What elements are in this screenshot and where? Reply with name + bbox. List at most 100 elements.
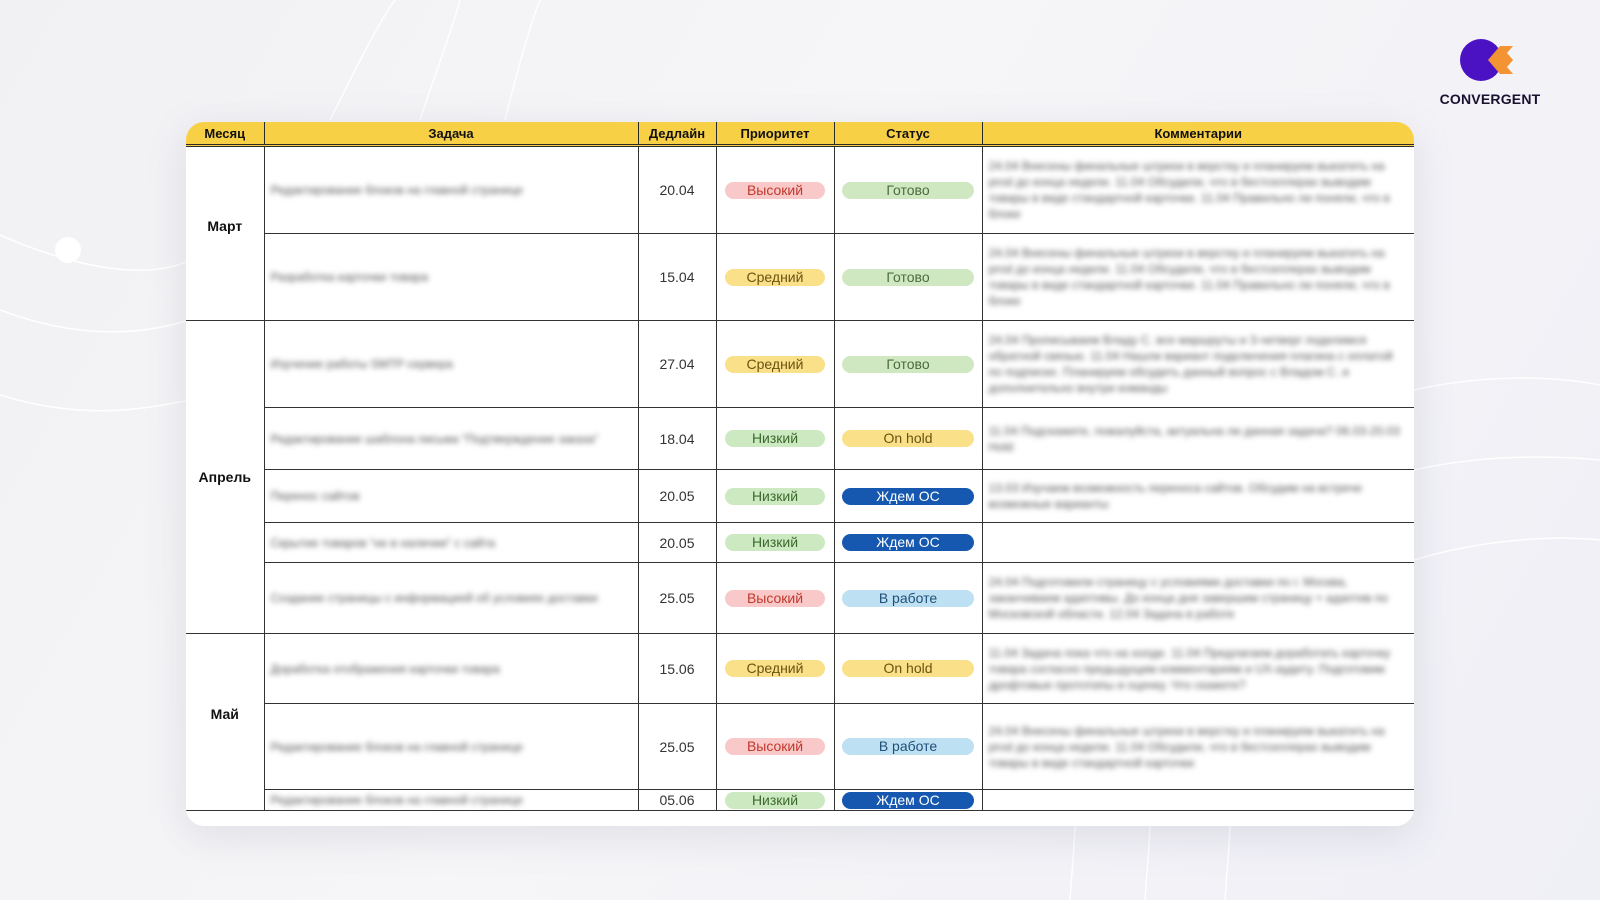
comment-text: 13.03 Изучаем возможность переноса сайто… <box>988 481 1363 511</box>
header-task[interactable]: Задача <box>264 122 639 147</box>
priority-badge[interactable]: Средний <box>725 268 825 286</box>
deadline-cell: 20.05 <box>638 469 717 523</box>
status-badge[interactable]: Готово <box>842 181 974 199</box>
task-cell[interactable]: Перенос сайтов <box>264 469 639 523</box>
task-table-card: Месяц Задача Дедлайн Приоритет Статус Ко… <box>186 122 1414 826</box>
status-cell: Готово <box>834 320 983 408</box>
priority-cell: Низкий <box>716 789 835 811</box>
task-cell[interactable]: Редактирование блоков на главной страниц… <box>264 789 639 811</box>
header-deadline[interactable]: Дедлайн <box>638 122 717 147</box>
status-badge[interactable]: В работе <box>842 738 974 755</box>
comment-cell[interactable]: 11.04 Задача пока что на холде. 11.04 Пр… <box>982 633 1414 704</box>
comment-cell[interactable]: 24.04 Подготовили страницу с условиями д… <box>982 562 1414 634</box>
table-row[interactable]: Редактирование блоков на главной страниц… <box>186 703 1414 790</box>
status-badge[interactable]: Ждем ОС <box>842 487 974 505</box>
priority-badge[interactable]: Высокий <box>725 589 825 607</box>
status-badge[interactable]: Ждем ОС <box>842 791 974 809</box>
task-cell[interactable]: Создание страницы с информацией об услов… <box>264 562 639 634</box>
priority-badge[interactable]: Средний <box>725 355 825 373</box>
comment-text: 24.04 Прописываем Владу С. все маршруты … <box>988 333 1393 395</box>
task-text: Редактирование блоков на главной страниц… <box>270 739 523 754</box>
status-badge[interactable]: Готово <box>842 355 974 373</box>
priority-badge[interactable]: Низкий <box>725 534 825 551</box>
status-cell: Ждем ОС <box>834 469 983 523</box>
status-badge[interactable]: On hold <box>842 430 974 447</box>
deadline-cell: 20.05 <box>638 522 717 563</box>
comment-cell[interactable]: 24.04 Внесены финальные штрихи в верстку… <box>982 233 1414 321</box>
priority-cell: Средний <box>716 233 835 321</box>
comment-cell[interactable] <box>982 522 1414 563</box>
header-comments[interactable]: Комментарии <box>982 122 1414 147</box>
comment-cell[interactable] <box>982 789 1414 811</box>
table-row[interactable]: Март Редактирование блоков на главной стр… <box>186 145 1414 321</box>
header-month[interactable]: Месяц <box>186 122 265 147</box>
priority-badge[interactable]: Высокий <box>725 181 825 199</box>
task-text: Редактирование блоков на главной страниц… <box>270 183 523 197</box>
priority-badge[interactable]: Низкий <box>725 791 825 809</box>
status-cell: On hold <box>834 407 983 470</box>
priority-cell: Низкий <box>716 469 835 523</box>
priority-cell: Высокий <box>716 145 835 234</box>
priority-cell: Высокий <box>716 703 835 790</box>
task-table: Месяц Задача Дедлайн Приоритет Статус Ко… <box>186 122 1414 811</box>
status-cell: В работе <box>834 703 983 790</box>
priority-badge[interactable]: Низкий <box>725 487 825 505</box>
deadline-cell: 27.04 <box>638 320 717 408</box>
status-cell: Ждем ОС <box>834 522 983 563</box>
priority-cell: Низкий <box>716 522 835 563</box>
month-cell: Апрель <box>186 320 265 634</box>
status-badge[interactable]: В работе <box>842 589 974 607</box>
priority-cell: Низкий <box>716 407 835 470</box>
comment-text: 11.04 Задача пока что на холде. 11.04 Пр… <box>988 645 1391 692</box>
status-cell: Готово <box>834 145 983 234</box>
task-text: Перенос сайтов <box>270 489 360 503</box>
priority-badge[interactable]: Высокий <box>725 738 825 755</box>
header-status[interactable]: Статус <box>834 122 983 147</box>
task-cell[interactable]: Редактирование шаблона письма “Подтвержд… <box>264 407 639 470</box>
priority-badge[interactable]: Низкий <box>725 430 825 447</box>
priority-cell: Средний <box>716 320 835 408</box>
comment-text: 24.04 Подготовили страницу с условиями д… <box>988 575 1388 621</box>
priority-badge[interactable]: Средний <box>725 660 825 677</box>
task-text: Редактирование блоков на главной страниц… <box>270 793 523 807</box>
task-text: Создание страницы с информацией об услов… <box>270 591 598 605</box>
task-cell[interactable]: Изучение работы SMTP сервера <box>264 320 639 408</box>
comment-text: 11.04 Подскажите, пожалуйста, актуальна … <box>988 423 1400 454</box>
month-label: Март <box>207 217 243 234</box>
month-label: Май <box>210 706 239 722</box>
month-cell: Май <box>186 633 265 811</box>
convergent-logo-icon <box>1460 39 1513 81</box>
brand-wordmark: CONVERGENT <box>1439 91 1541 107</box>
comment-cell[interactable]: 24.04 Внесены финальные штрихи в верстку… <box>982 703 1414 790</box>
task-cell[interactable]: Редактирование блоков на главной страниц… <box>264 703 639 790</box>
comment-cell[interactable]: 11.04 Подскажите, пожалуйста, актуальна … <box>982 407 1414 470</box>
status-badge[interactable]: Ждем ОС <box>842 534 974 551</box>
table-row[interactable]: Перенос сайтов 20.05 Низкий Ждем ОС 13.03 Из… <box>186 469 1414 523</box>
task-text: Разработка карточки товара <box>270 270 429 284</box>
table-row[interactable]: Редактирование блоков на главной страниц… <box>186 789 1414 811</box>
table-row[interactable]: Май Доработка отображения карточки товара… <box>186 633 1414 811</box>
deadline-cell: 15.04 <box>638 233 717 321</box>
table-row[interactable]: Создание страницы с информацией об услов… <box>186 562 1414 634</box>
deadline-cell: 15.06 <box>638 633 717 704</box>
task-text: Доработка отображения карточки товара <box>270 661 500 676</box>
comment-cell[interactable]: 13.03 Изучаем возможность переноса сайто… <box>982 469 1414 523</box>
task-cell[interactable]: Разработка карточки товара <box>264 233 639 321</box>
table-row[interactable]: Разработка карточки товара 15.04 Средний Го… <box>186 233 1414 321</box>
comment-cell[interactable]: 24.04 Внесены финальные штрихи в верстку… <box>982 145 1414 234</box>
status-cell: В работе <box>834 562 983 634</box>
brand-logo: CONVERGENT <box>1430 36 1550 107</box>
comment-cell[interactable]: 24.04 Прописываем Владу С. все маршруты … <box>982 320 1414 408</box>
table-row[interactable]: Скрытие товаров “не в наличии” с сайта 20… <box>186 522 1414 563</box>
table-row[interactable]: Редактирование шаблона письма “Подтвержд… <box>186 407 1414 470</box>
priority-cell: Средний <box>716 633 835 704</box>
task-cell[interactable]: Редактирование блоков на главной страниц… <box>264 145 639 234</box>
table-row[interactable]: Апрель Изучение работы SMTP сервера 27.04 С… <box>186 320 1414 634</box>
deadline-cell: 18.04 <box>638 407 717 470</box>
task-cell[interactable]: Доработка отображения карточки товара <box>264 633 639 704</box>
month-label: Апрель <box>198 469 251 485</box>
task-cell[interactable]: Скрытие товаров “не в наличии” с сайта <box>264 522 639 563</box>
status-badge[interactable]: Готово <box>842 268 974 286</box>
header-priority[interactable]: Приоритет <box>716 122 835 147</box>
status-badge[interactable]: On hold <box>842 660 974 677</box>
